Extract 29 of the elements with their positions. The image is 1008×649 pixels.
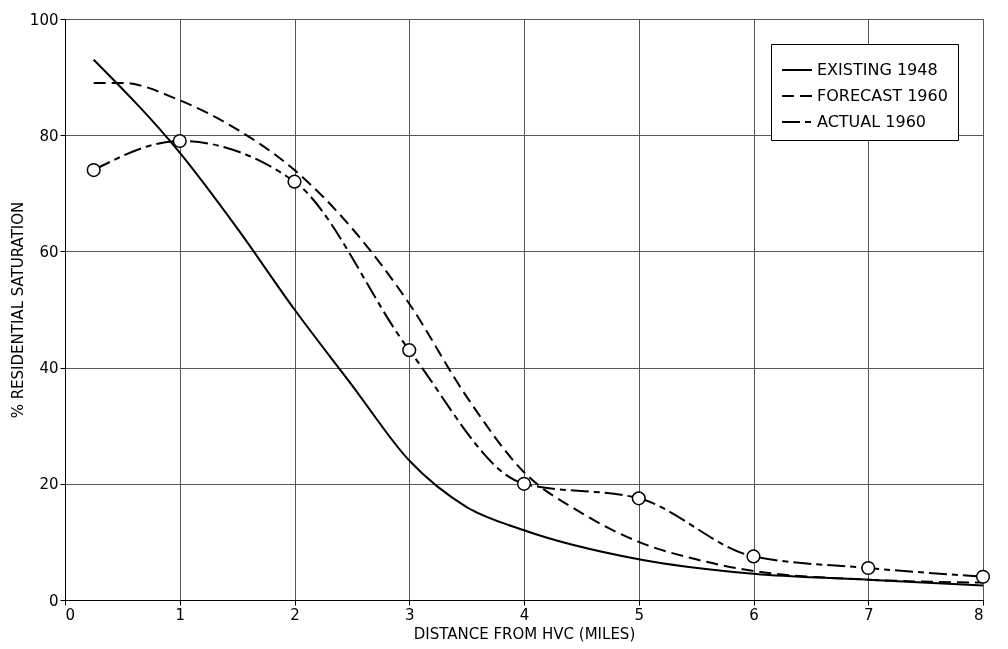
point: [172, 133, 187, 149]
x-tick-label: 2: [290, 605, 300, 624]
legend-label: FORECAST 1960: [817, 86, 948, 105]
point: [861, 560, 876, 576]
x-tick-label: 6: [749, 605, 759, 624]
x-tick-label: 1: [175, 605, 186, 624]
x-axis-title: DISTANCE FROM HVC (MILES): [413, 624, 636, 643]
point: [86, 163, 101, 178]
x-tick-label: 3: [404, 605, 415, 624]
y-axis-title: % RESIDENTIAL SATURATION: [8, 201, 27, 419]
y-tick-label: 60: [39, 242, 59, 261]
y-tick-label: 20: [39, 475, 59, 494]
point: [631, 491, 646, 506]
point: [402, 343, 417, 358]
y-tick-label: 100: [29, 10, 59, 29]
point: [746, 549, 761, 564]
x-tick-label: 4: [519, 605, 530, 624]
x-tick-label: 7: [863, 605, 874, 624]
legend-label: ACTUAL 1960: [817, 112, 926, 131]
point: [287, 174, 302, 189]
x-tick-label: 8: [973, 605, 984, 624]
y-tick-label: 80: [39, 126, 59, 145]
legend-label: EXISTING 1948: [817, 60, 938, 79]
x-tick-label: 5: [634, 605, 645, 624]
y-tick-label: 0: [48, 591, 59, 610]
y-tick-label: 40: [39, 359, 59, 378]
x-tick-label: 0: [65, 605, 76, 624]
point: [516, 476, 532, 491]
point: [975, 569, 991, 584]
